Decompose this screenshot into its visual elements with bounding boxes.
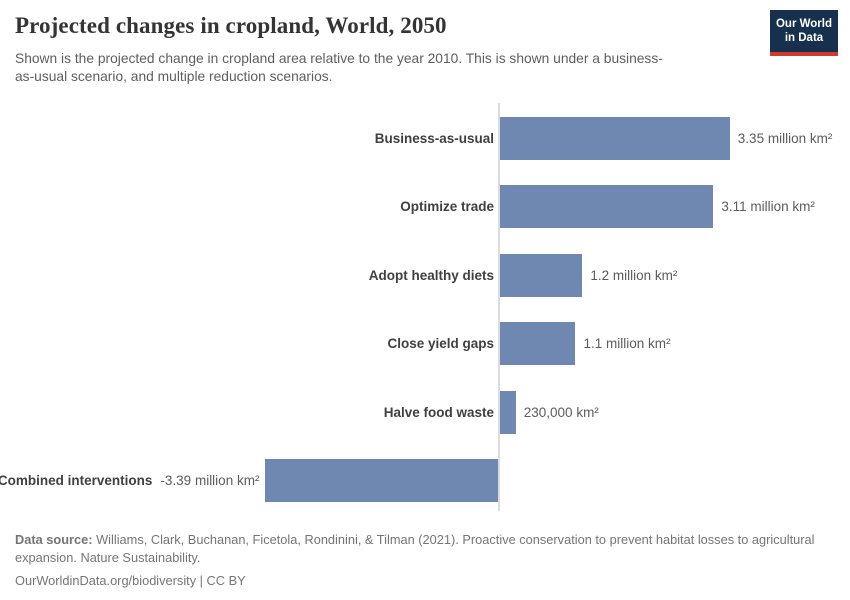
category-label: Optimize trade [400,199,494,215]
page-title: Projected changes in cropland, World, 20… [15,13,447,38]
bar-row: Combined interventions -3.39 million km² [0,459,850,502]
value-label: 1.2 million km² [590,267,678,283]
chart-subtitle: Shown is the projected change in croplan… [15,51,663,84]
chart-footer: Data source: Williams, Clark, Buchanan, … [15,531,835,590]
bar[interactable] [500,117,730,160]
logo-red-strip [770,52,838,56]
bar[interactable] [500,322,576,366]
bar-row: Close yield gaps 1.1 million km² [0,322,850,366]
value-label: 3.11 million km² [721,199,815,215]
category-label: Business-as-usual [374,131,494,146]
category-label-wrap: Close yield gaps [387,322,494,365]
category-label: Combined interventions [0,473,153,488]
bar[interactable] [500,185,714,229]
bar[interactable] [265,459,498,502]
category-label-wrap: Adopt healthy diets [369,254,494,297]
bar-row: Adopt healthy diets 1.2 million km² [0,253,850,297]
category-label: Adopt healthy diets [368,267,494,283]
logo-line2: in Data [784,32,824,44]
attribution-line: OurWorldinData.org/biodiversity | CC BY [15,572,246,588]
value-label: 3.35 million km² [737,131,833,146]
bar-row: Halve food waste 230,000 km² [0,390,850,434]
zero-axis-line [498,103,500,511]
bar-row: Business-as-usual 3.35 million km² [0,117,850,160]
data-source-label: Data source: [15,532,93,547]
category-label: Close yield gaps [387,336,494,352]
data-source-text: Williams, Clark, Buchanan, Ficetola, Ron… [15,532,815,565]
category-label-wrap: Optimize trade [400,185,494,228]
bar-row: Optimize trade 3.11 million km² [0,185,850,229]
owid-logo: Our World in Data [770,10,838,56]
value-label: -3.39 million km² [160,473,260,488]
negative-label-wrap: Combined interventions -3.39 million km² [0,459,259,502]
logo-line1: Our World [775,17,832,30]
value-label: 1.1 million km² [583,336,671,352]
value-label: 230,000 km² [523,404,599,420]
category-label-wrap: Halve food waste [384,391,494,434]
category-label: Halve food waste [383,404,494,420]
bar[interactable] [500,390,516,434]
bar[interactable] [500,253,583,297]
category-label-wrap: Business-as-usual [375,117,494,160]
data-source-line: Data source: Williams, Clark, Buchanan, … [15,531,835,567]
